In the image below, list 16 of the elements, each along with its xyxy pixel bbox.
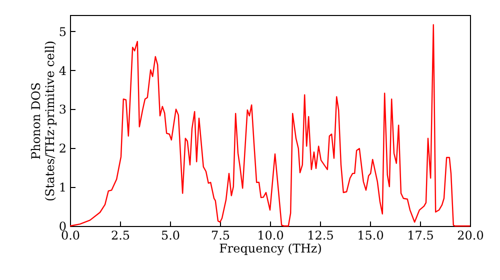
x-tick-label: 7.5 — [210, 228, 230, 242]
x-axis-title: Frequency (THz) — [219, 242, 322, 256]
y-tick-label: 4 — [58, 64, 67, 78]
x-tick-label: 10.0 — [257, 228, 284, 242]
x-tick-label: 15.0 — [357, 228, 384, 242]
x-tick-label: 2.5 — [110, 228, 130, 242]
y-tick-label: 3 — [58, 102, 66, 117]
x-tick-label: 20.0 — [457, 228, 484, 242]
x-tick-label: 5.0 — [160, 228, 180, 242]
y-tick-label: 2 — [58, 142, 66, 156]
y-axis-title: Phonon DOS (States/THz·primitive cell) — [28, 40, 57, 202]
y-tick-label: 1 — [58, 180, 66, 195]
line-series — [69, 24, 471, 227]
x-tick-label: 12.5 — [307, 228, 334, 242]
y-tick-label: 5 — [58, 24, 66, 39]
x-tick-label: 17.5 — [407, 228, 434, 242]
